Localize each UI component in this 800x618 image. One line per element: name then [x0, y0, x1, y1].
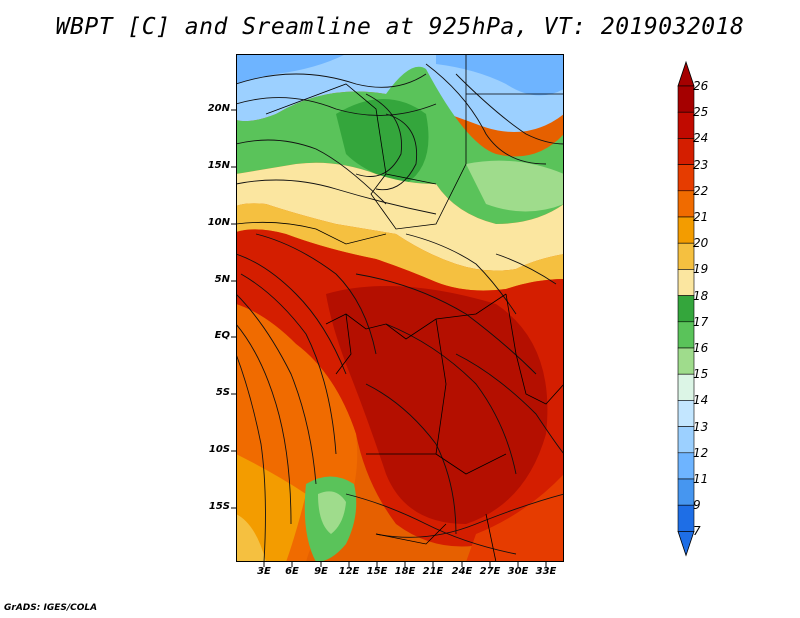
y-tick-label: 5N	[214, 274, 230, 285]
colorbar-label: 7	[693, 524, 701, 539]
field-blue-deep	[436, 54, 564, 96]
colorbar-label: 20	[693, 236, 709, 251]
colorbar-label: 15	[693, 367, 709, 382]
y-tick-label: 15N	[207, 160, 230, 171]
credit-text: GrADS: IGES/COLA	[4, 603, 98, 613]
field-light-orange-sw	[236, 514, 266, 562]
y-tick-label: 5S	[215, 387, 230, 398]
colorbar-arrow-bottom	[677, 530, 695, 557]
colorbar-label: 12	[693, 445, 709, 460]
x-tick-label: 6E	[285, 566, 299, 577]
colorbar-label: 11	[693, 472, 709, 486]
colorbar-segments	[677, 60, 695, 557]
field-deep-red	[326, 286, 548, 524]
field-green-south-core	[318, 491, 346, 534]
y-tick-label: 15S	[208, 501, 230, 512]
map-panel	[236, 54, 564, 562]
borders	[236, 54, 564, 562]
colorbar-label: 18	[693, 288, 709, 303]
chart-title: WBPT [C] and Sreamline at 925hPa, VT: 20…	[55, 14, 745, 40]
colorbar-arrow-top	[677, 60, 695, 87]
colorbar-segment	[677, 242, 695, 270]
colorbar-segment	[677, 504, 695, 532]
x-tick-label: 18E	[394, 566, 416, 577]
colorbar-label: 21	[693, 210, 709, 224]
y-tick-label: EQ	[214, 330, 230, 341]
field-orange-se	[466, 474, 564, 562]
x-tick-label: 3E	[257, 566, 271, 577]
x-tick-label: 9E	[314, 566, 328, 577]
colorbar-segment	[677, 452, 695, 480]
x-tick-label: 24E	[451, 566, 473, 577]
colorbar-segment	[677, 321, 695, 349]
colorbar-segment	[677, 426, 695, 454]
colorbar-segment	[677, 216, 695, 244]
colorbar-segment	[677, 373, 695, 401]
x-tick-label: 27E	[479, 566, 501, 577]
field-light-orange	[236, 203, 564, 291]
colorbar-label: 23	[693, 157, 709, 172]
field-pale-band	[236, 162, 564, 271]
colorbar-segment	[677, 164, 695, 192]
colorbar-label: 17	[693, 314, 709, 329]
colorbar-segment	[677, 478, 695, 506]
x-tick-label: 21E	[422, 566, 444, 577]
field-green-light	[466, 160, 564, 212]
map-frame	[236, 54, 564, 562]
colorbar-segment	[677, 295, 695, 323]
x-tick-label: 12E	[338, 566, 360, 577]
colorbar-label: 16	[693, 341, 709, 355]
field-green-core	[336, 99, 429, 184]
wbpt-field	[236, 54, 564, 562]
colorbar	[677, 60, 695, 557]
colorbar-segment	[677, 85, 695, 113]
x-tick-label: 33E	[535, 566, 557, 577]
colorbar-label: 9	[693, 498, 701, 513]
y-tick-label: 20N	[207, 103, 230, 114]
colorbar-segment	[677, 269, 695, 296]
colorbar-label: 19	[693, 262, 709, 277]
colorbar-segment	[677, 138, 695, 165]
colorbar-segment	[677, 400, 695, 427]
colorbar-label: 26	[693, 79, 709, 93]
colorbar-label: 25	[693, 105, 709, 120]
x-tick-label: 15E	[366, 566, 388, 577]
y-tick-label: 10S	[208, 444, 230, 455]
colorbar-label: 13	[693, 419, 709, 434]
colorbar-label: 22	[693, 183, 709, 198]
colorbar-segment	[677, 190, 695, 218]
colorbar-segment	[677, 347, 695, 375]
colorbar-label: 14	[693, 393, 709, 408]
x-tick-label: 30E	[507, 566, 529, 577]
streamlines	[236, 63, 564, 562]
colorbar-label: 24	[693, 131, 709, 146]
y-tick-label: 10N	[207, 217, 230, 228]
colorbar-segment	[677, 111, 695, 139]
